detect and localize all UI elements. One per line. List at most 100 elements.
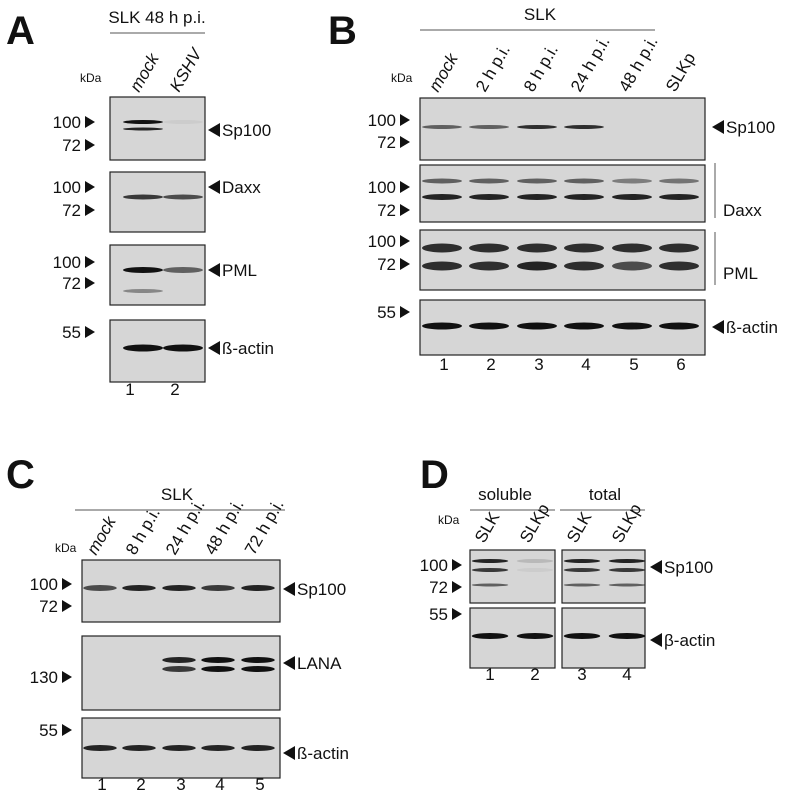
band	[516, 633, 554, 639]
band	[163, 344, 203, 352]
marker-arrow	[400, 306, 410, 318]
target-label: Sp100	[222, 121, 271, 140]
target-label: Daxx	[222, 178, 261, 197]
lane-label: SLKp	[662, 49, 699, 95]
target-label: Sp100	[726, 118, 775, 137]
band	[162, 745, 196, 751]
band	[608, 583, 646, 587]
target-label: Sp100	[664, 558, 713, 577]
band	[471, 559, 509, 563]
band	[563, 583, 601, 587]
band	[83, 745, 117, 751]
band	[422, 243, 462, 253]
band	[471, 583, 509, 587]
blot	[109, 171, 206, 233]
band	[564, 194, 604, 200]
band	[241, 657, 275, 663]
marker-arrow	[62, 600, 72, 612]
panel: B SLK kDa mock 2 h p.i. 8 h p.i. 24 h p.i. 48 h…	[328, 5, 778, 374]
band	[123, 267, 163, 273]
band	[471, 568, 509, 572]
band	[422, 322, 462, 330]
band	[122, 585, 156, 591]
marker-arrow	[85, 116, 95, 128]
kda-marker: 100	[368, 232, 396, 251]
lane-number: 1	[97, 775, 106, 794]
target-label: β-actin	[664, 631, 715, 650]
panel-label: C	[6, 453, 35, 497]
lane-number: 3	[176, 775, 185, 794]
lane-number: 1	[439, 355, 448, 374]
kda-marker: 100	[53, 113, 81, 132]
lane-label: 72 h p.i.	[241, 496, 288, 558]
band	[162, 666, 196, 672]
kda-label: kDa	[80, 71, 102, 85]
lane-label: SLKp	[516, 500, 553, 546]
band	[608, 633, 646, 639]
band	[469, 178, 509, 184]
band	[422, 261, 462, 271]
blot	[81, 635, 281, 711]
band	[163, 194, 203, 200]
kda-marker: 72	[377, 201, 396, 220]
kda-marker: 72	[62, 201, 81, 220]
target-arrow	[650, 633, 662, 647]
lane-number: 3	[534, 355, 543, 374]
target-arrow	[712, 120, 724, 134]
marker-arrow	[85, 326, 95, 338]
lane-number: 4	[622, 665, 631, 684]
lane-label: 8 h p.i.	[520, 41, 562, 95]
kda-marker: 55	[377, 303, 396, 322]
kda-marker: 130	[30, 668, 58, 687]
band	[83, 585, 117, 591]
lane-label: mock	[126, 49, 164, 95]
panel-header: SLK	[524, 5, 557, 24]
target-label: ß-actin	[726, 318, 778, 337]
marker-arrow	[452, 608, 462, 620]
target-arrow	[650, 560, 662, 574]
lane-number: 3	[577, 665, 586, 684]
band	[517, 194, 557, 200]
band	[612, 194, 652, 200]
band	[659, 243, 699, 253]
target-label: Sp100	[297, 580, 346, 599]
marker-arrow	[62, 578, 72, 590]
target-label: LANA	[297, 654, 342, 673]
lane-number: 2	[136, 775, 145, 794]
band	[612, 243, 652, 253]
kda-marker: 72	[429, 578, 448, 597]
kda-marker: 100	[53, 178, 81, 197]
band	[241, 585, 275, 591]
kda-marker: 100	[368, 111, 396, 130]
band	[471, 633, 509, 639]
band	[122, 745, 156, 751]
kda-marker: 55	[62, 323, 81, 342]
lane-label: mock	[425, 49, 463, 95]
lane-number: 2	[170, 380, 179, 399]
band	[517, 261, 557, 271]
marker-arrow	[452, 581, 462, 593]
blot	[419, 97, 706, 161]
lane-label: SLKp	[608, 500, 645, 546]
target-arrow	[208, 123, 220, 137]
band	[564, 243, 604, 253]
band	[612, 178, 652, 184]
kda-label: kDa	[55, 541, 77, 555]
target-arrow	[712, 320, 724, 334]
band	[469, 194, 509, 200]
band	[563, 559, 601, 563]
marker-arrow	[400, 181, 410, 193]
panel-header: SLK 48 h p.i.	[108, 8, 205, 27]
band	[422, 125, 462, 129]
band	[469, 125, 509, 129]
lane-number: 1	[125, 380, 134, 399]
lane-number: 4	[581, 355, 590, 374]
band	[162, 657, 196, 663]
band	[469, 261, 509, 271]
band	[563, 568, 601, 572]
band	[564, 322, 604, 330]
lane-label: SLK	[471, 508, 504, 546]
panel-label: A	[6, 9, 35, 53]
lane-label: 48 h p.i.	[615, 33, 662, 95]
blot	[109, 244, 206, 306]
